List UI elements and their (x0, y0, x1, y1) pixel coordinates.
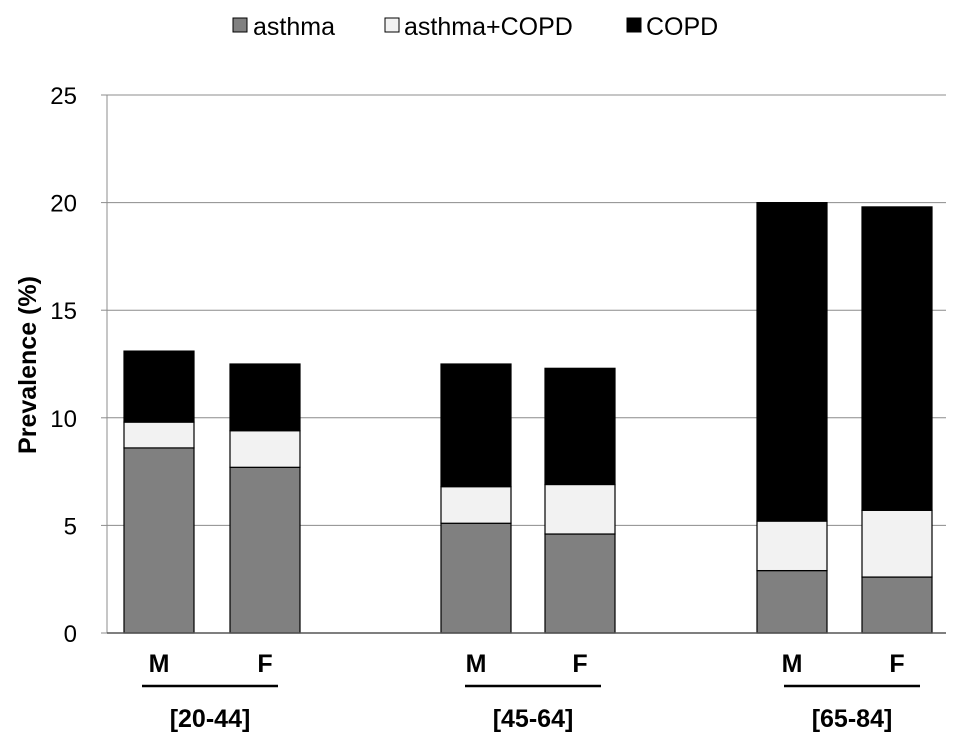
group-label-20-44: [20-44] (170, 705, 251, 733)
y-tick-label: 0 (64, 621, 77, 648)
legend-label: asthma (253, 13, 335, 41)
legend-label: asthma+COPD (404, 13, 573, 41)
bar-copd-3 (440, 363, 512, 488)
x-tick-label: F (572, 650, 587, 678)
bar-asthma-copd-2 (229, 430, 301, 468)
y-tick-label: 15 (50, 298, 77, 325)
legend-item-asthma-copd: asthma+COPD (384, 13, 573, 41)
legend-swatch (626, 17, 642, 33)
bar-asthma-copd-3 (440, 486, 512, 524)
group-label-65-84: [65-84] (812, 705, 893, 733)
bar-asthma-6 (861, 576, 933, 634)
x-tick-label: M (466, 650, 487, 678)
bar-asthma-copd-4 (544, 483, 616, 535)
y-tick-label: 5 (64, 513, 77, 540)
y-tick-label: 25 (50, 83, 77, 110)
legend-swatch (232, 17, 248, 33)
bar-copd-4 (544, 367, 616, 486)
y-tick-label: 20 (50, 191, 77, 218)
bar-copd-6 (861, 206, 933, 511)
y-axis: 0 5 10 15 20 25 (50, 83, 108, 648)
bars (123, 202, 933, 634)
bar-asthma-copd-1 (123, 421, 195, 449)
x-tick-label: M (782, 650, 803, 678)
x-tick-label: F (889, 650, 904, 678)
legend-label: COPD (646, 13, 718, 41)
legend-item-copd: COPD (626, 13, 718, 41)
bar-asthma-1 (123, 447, 195, 634)
bar-asthma-copd-5 (756, 520, 828, 572)
legend-item-asthma: asthma (232, 13, 335, 41)
y-axis-title: Prevalence (%) (14, 276, 42, 454)
bar-copd-1 (123, 350, 195, 423)
bar-asthma-2 (229, 466, 301, 634)
y-tick-label: 10 (50, 406, 77, 433)
group-label-45-64: [45-64] (493, 705, 574, 733)
group-labels: [20-44] [45-64] [65-84] (142, 684, 920, 733)
bar-asthma-5 (756, 569, 828, 634)
bar-asthma-4 (544, 533, 616, 634)
bar-copd-5 (756, 202, 828, 522)
bar-copd-2 (229, 363, 301, 432)
bar-asthma-3 (440, 522, 512, 634)
legend-swatch (384, 17, 400, 33)
legend: asthma asthma+COPD COPD (232, 13, 718, 41)
bar-asthma-copd-6 (861, 509, 933, 578)
x-tick-label: F (257, 650, 272, 678)
x-tick-label: M (149, 650, 170, 678)
